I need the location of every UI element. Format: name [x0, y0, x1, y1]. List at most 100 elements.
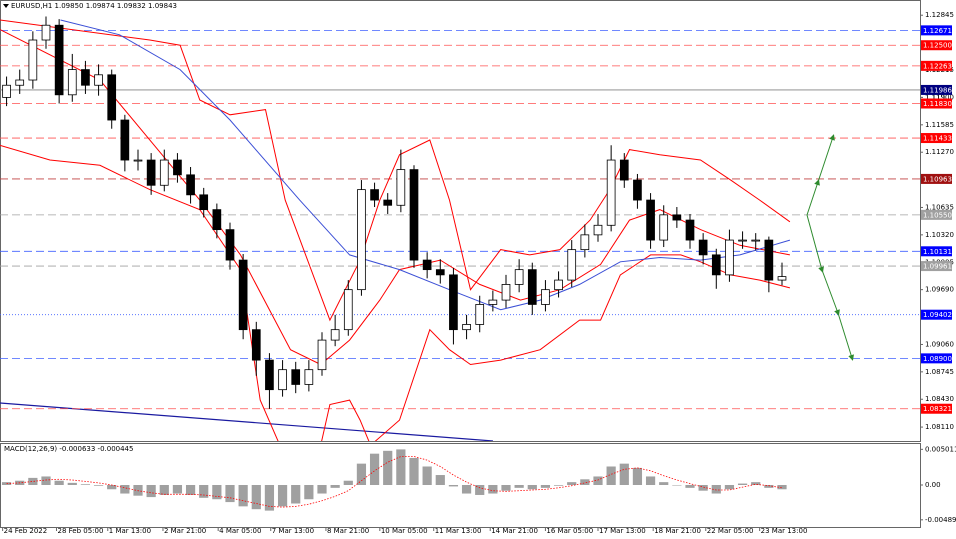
macd-bar: [461, 485, 472, 494]
macd-bar: [212, 485, 222, 500]
level-label-box: [921, 209, 952, 220]
level-label: 1.10963: [923, 175, 952, 183]
macd-bar: [724, 485, 735, 490]
candle-body: [317, 339, 327, 371]
macd-bar: [409, 457, 419, 485]
y-tick-label: 0.00: [925, 481, 941, 489]
macd-bar: [356, 463, 367, 485]
macd-bar: [396, 449, 406, 485]
macd-bar: [343, 480, 353, 485]
overlay-line: [0, 144, 791, 441]
candle-body: [449, 274, 458, 331]
level-label: 1.10550: [923, 211, 952, 219]
macd-bar: [711, 485, 721, 494]
macd-bar: [93, 485, 104, 486]
level-label: 1.09961: [923, 263, 952, 271]
level-label: 1.11986: [923, 86, 952, 94]
level-label-box: [921, 261, 952, 272]
candle-body: [672, 214, 682, 221]
candle-body: [646, 199, 655, 241]
candle-body: [777, 276, 787, 281]
symbol-menu[interactable]: [3, 4, 9, 8]
level-label-box: [921, 309, 952, 320]
candle-body: [291, 369, 301, 385]
candle-body: [2, 84, 11, 98]
candle-body: [94, 74, 103, 86]
candle-body: [199, 194, 209, 211]
candle-body: [488, 299, 498, 305]
macd-bar: [264, 485, 275, 511]
y-tick-label: 1.08110: [925, 423, 954, 431]
candle-body: [304, 369, 314, 385]
macd-bar: [28, 477, 38, 485]
y-tick-label: 1.09690: [925, 286, 954, 294]
level-label-box: [921, 173, 952, 184]
x-tick-label: 4 Mar 05:00: [219, 527, 261, 535]
level-label-box: [921, 98, 952, 109]
macd-bar: [672, 485, 682, 486]
candle-body: [41, 24, 51, 41]
y-tick-label: 1.10320: [925, 231, 954, 239]
macd-bar: [475, 485, 485, 495]
x-tick-label: 10 Mar 05:00: [381, 527, 428, 535]
x-tick-label: 18 Mar 21:00: [654, 527, 701, 535]
candle-body: [212, 209, 222, 231]
macd-bar: [277, 485, 288, 507]
candle-body: [28, 39, 38, 81]
level-label-box: [921, 403, 952, 414]
macd-bar: [685, 485, 695, 488]
macd-bar: [383, 450, 393, 485]
candle-body: [343, 289, 353, 331]
x-tick-label: 22 Mar 05:00: [707, 527, 754, 535]
macd-bar: [764, 485, 774, 488]
candle-body: [711, 254, 721, 276]
candle-body: [81, 69, 90, 86]
candle-body: [186, 174, 195, 196]
level-label: 1.08900: [923, 355, 952, 363]
candle-body: [265, 359, 274, 391]
macd-bar: [488, 485, 498, 494]
trend-line: [0, 402, 494, 441]
candle-body: [764, 239, 774, 281]
macd-bar: [330, 485, 340, 488]
level-label-box: [921, 84, 952, 95]
candle-body: [357, 189, 366, 291]
candle-body: [501, 284, 511, 301]
level-label: 1.09402: [923, 311, 952, 319]
macd-bar: [107, 485, 117, 490]
candle-body: [422, 259, 432, 271]
x-tick-label: 16 Mar 05:00: [546, 527, 593, 535]
forecast-arrows: [806, 134, 854, 361]
macd-title: MACD(12,26,9) -0.000633 -0.000445: [4, 445, 133, 453]
macd-bar: [448, 485, 459, 487]
candle-body: [659, 214, 669, 241]
macd-bar: [527, 485, 537, 490]
macd-bar: [698, 485, 708, 491]
x-tick-label: 14 Mar 21:00: [491, 527, 538, 535]
macd-bar: [514, 485, 524, 488]
main-layer: [0, 16, 920, 441]
macd-bar: [80, 484, 91, 485]
candle-body: [396, 169, 406, 206]
overlay-line: [0, 19, 791, 322]
macd-bar: [540, 485, 551, 488]
x-tick-label: 8 Mar 21:00: [327, 527, 369, 535]
level-label-box: [921, 25, 952, 36]
candle-body: [619, 159, 629, 181]
y-tick-label: 1.11900: [925, 93, 954, 101]
macd-bar: [185, 485, 196, 495]
level-label-box: [921, 60, 952, 71]
candle-body: [527, 269, 537, 305]
candle-body: [725, 239, 734, 276]
macd-bar: [199, 485, 209, 498]
macd-bar: [737, 483, 748, 485]
level-label: 1.11830: [923, 100, 952, 108]
level-label: 1.11433: [923, 135, 952, 143]
macd-bar: [67, 482, 77, 485]
candle-body: [567, 249, 577, 281]
macd-bar: [251, 485, 261, 510]
candle-body: [409, 169, 419, 261]
arrow-down: [806, 214, 854, 361]
